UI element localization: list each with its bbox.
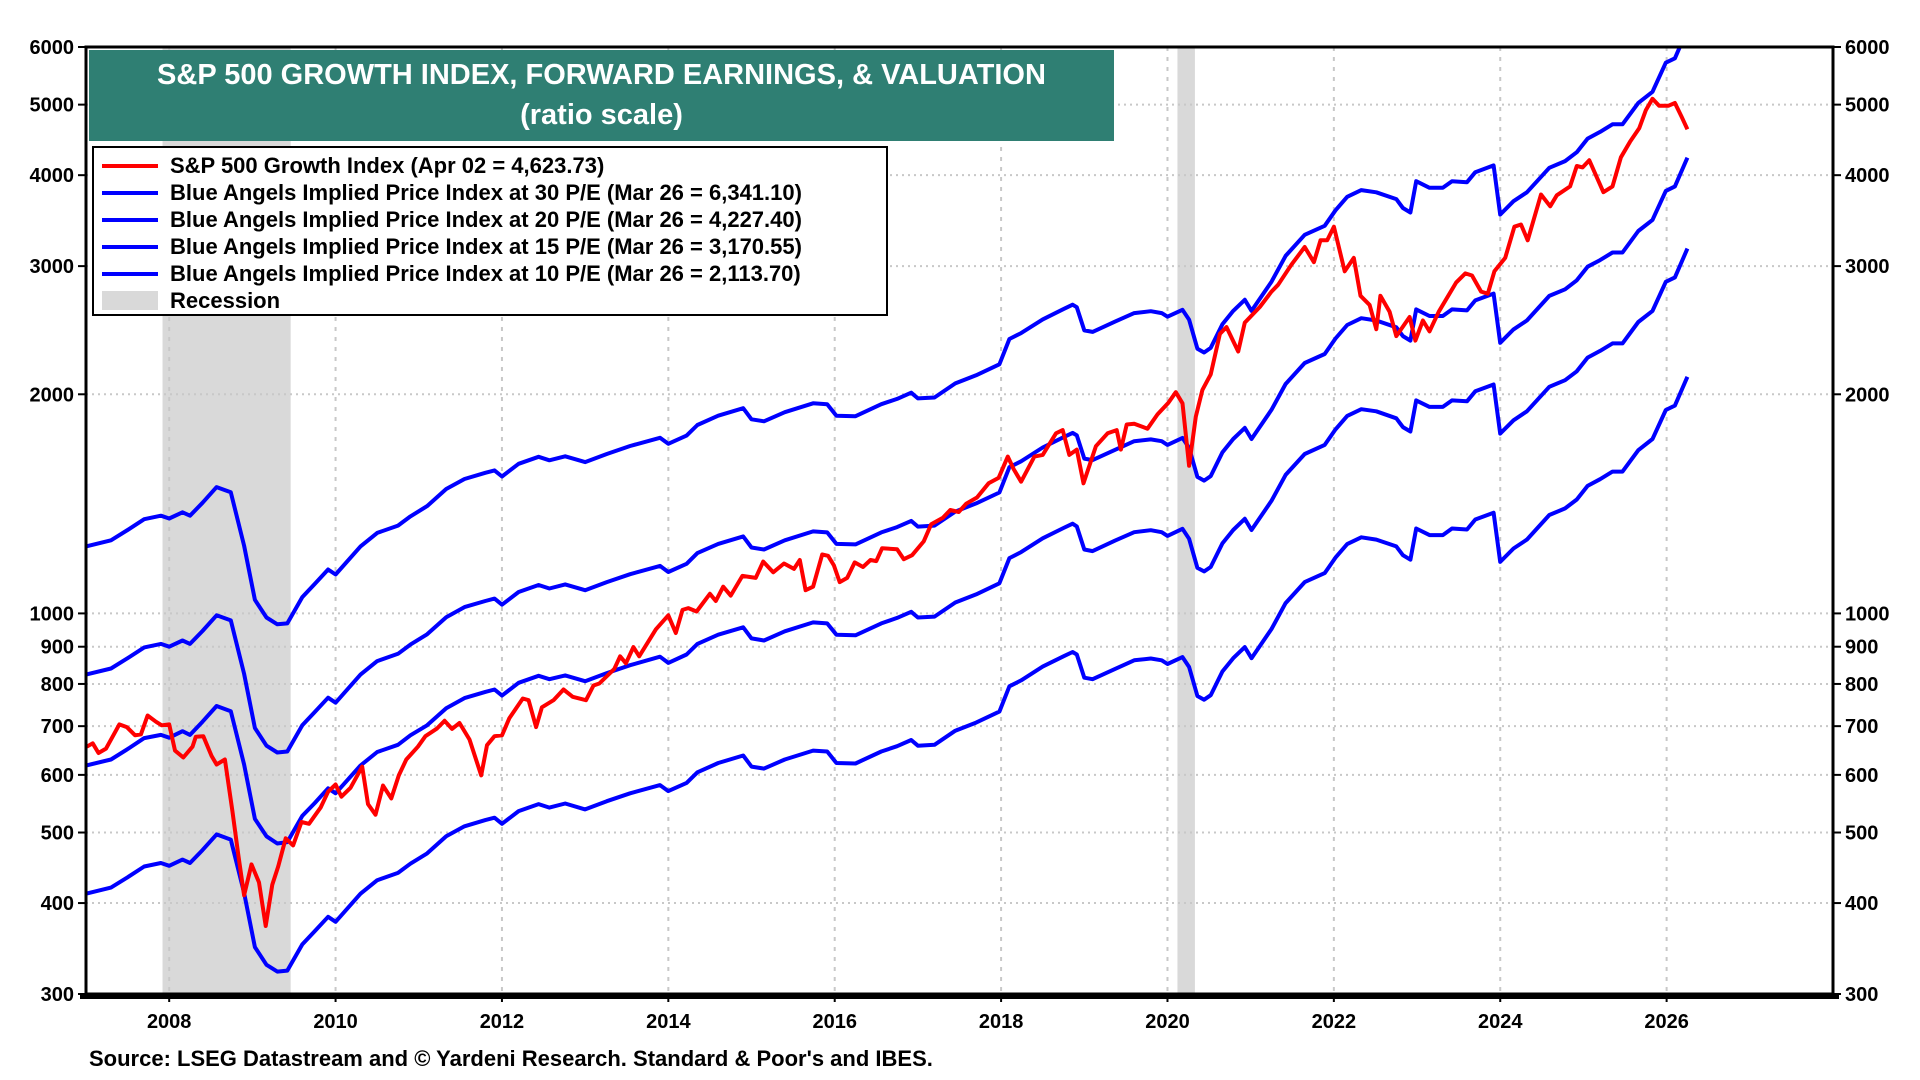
series-lines: [86, 47, 1690, 974]
y-tick-label-right: 700: [1845, 716, 1878, 738]
y-tick-label-left: 500: [41, 823, 74, 845]
legend-swatch-blue: [102, 271, 158, 276]
legend-item-recession: Recession: [102, 287, 878, 314]
x-tick-label: 2012: [480, 1011, 525, 1033]
legend-swatch-blue: [102, 244, 158, 249]
legend-label: S&P 500 Growth Index (Apr 02 = 4,623.73): [170, 152, 605, 178]
legend-label: Blue Angels Implied Price Index at 30 P/…: [170, 179, 802, 205]
y-tick-label-right: 300: [1845, 984, 1878, 1006]
y-tick-label-right: 500: [1845, 823, 1878, 845]
x-tick-label: 2022: [1312, 1011, 1357, 1033]
y-tick-label-left: 2000: [30, 384, 75, 406]
y-tick-label-right: 6000: [1845, 37, 1890, 59]
y-tick-label-right: 800: [1845, 674, 1878, 696]
y-tick-label-left: 3000: [30, 256, 75, 278]
y-tick-label-right: 900: [1845, 637, 1878, 659]
x-tick-label: 2016: [812, 1011, 857, 1033]
y-tick-label-left: 5000: [30, 95, 75, 117]
y-tick-label-right: 5000: [1845, 95, 1890, 117]
y-tick-label-left: 300: [41, 984, 74, 1006]
gridlines: [86, 47, 1833, 994]
y-tick-label-right: 600: [1845, 765, 1878, 787]
y-tick-label-left: 4000: [30, 165, 75, 187]
y-tick-label-right: 1000: [1845, 603, 1890, 625]
chart-title-box: S&P 500 GROWTH INDEX, FORWARD EARNINGS, …: [89, 50, 1114, 141]
series-line-20pe: [86, 156, 1690, 755]
y-tick-label-left: 1000: [30, 603, 75, 625]
legend-swatch-blue: [102, 190, 158, 195]
y-tick-label-left: 400: [41, 893, 74, 915]
y-tick-label-left: 800: [41, 674, 74, 696]
y-tick-label-right: 2000: [1845, 384, 1890, 406]
x-tick-label: 2024: [1478, 1011, 1523, 1033]
x-tick-label: 2018: [979, 1011, 1024, 1033]
chart-title: S&P 500 GROWTH INDEX, FORWARD EARNINGS, …: [157, 59, 1046, 91]
x-tick-label: 2020: [1145, 1011, 1190, 1033]
x-tick-label: 2008: [147, 1011, 192, 1033]
source-note: Source: LSEG Datastream and © Yardeni Re…: [89, 1046, 933, 1071]
legend-swatch-recession: [102, 291, 158, 310]
chart-subtitle: (ratio scale): [520, 99, 683, 131]
legend-item-10pe: Blue Angels Implied Price Index at 10 P/…: [102, 260, 878, 287]
series-line-growth-index: [86, 96, 1690, 928]
x-tick-label: 2014: [646, 1011, 691, 1033]
y-tick-label-left: 900: [41, 637, 74, 659]
x-tick-label: 2010: [313, 1011, 358, 1033]
legend-item-20pe: Blue Angels Implied Price Index at 20 P/…: [102, 206, 878, 233]
legend-label: Recession: [170, 287, 281, 313]
legend-item-15pe: Blue Angels Implied Price Index at 15 P/…: [102, 233, 878, 260]
legend-label: Blue Angels Implied Price Index at 20 P/…: [170, 206, 802, 232]
y-tick-label-right: 3000: [1845, 256, 1890, 278]
legend-swatch-blue: [102, 217, 158, 222]
y-tick-label-left: 700: [41, 716, 74, 738]
legend-label: Blue Angels Implied Price Index at 10 P/…: [170, 260, 801, 286]
recession-band: [1177, 47, 1195, 994]
axes: 300 300 400 400 500 500 600 600 700 700 800 800 900 9…: [30, 37, 1890, 1033]
x-tick-label: 2026: [1644, 1011, 1689, 1033]
y-tick-label-left: 600: [41, 765, 74, 787]
legend-item-30pe: Blue Angels Implied Price Index at 30 P/…: [102, 179, 878, 206]
legend: S&P 500 Growth Index (Apr 02 = 4,623.73)…: [92, 146, 888, 316]
series-line-15pe: [86, 247, 1690, 846]
y-tick-label-right: 4000: [1845, 165, 1890, 187]
series-line-30pe: [86, 47, 1682, 627]
legend-item-growth-index: S&P 500 Growth Index (Apr 02 = 4,623.73): [102, 152, 878, 179]
y-tick-label-left: 6000: [30, 37, 75, 59]
legend-swatch-red: [102, 163, 158, 168]
y-tick-label-right: 400: [1845, 893, 1878, 915]
series-line-10pe: [86, 376, 1690, 974]
legend-label: Blue Angels Implied Price Index at 15 P/…: [170, 233, 802, 259]
